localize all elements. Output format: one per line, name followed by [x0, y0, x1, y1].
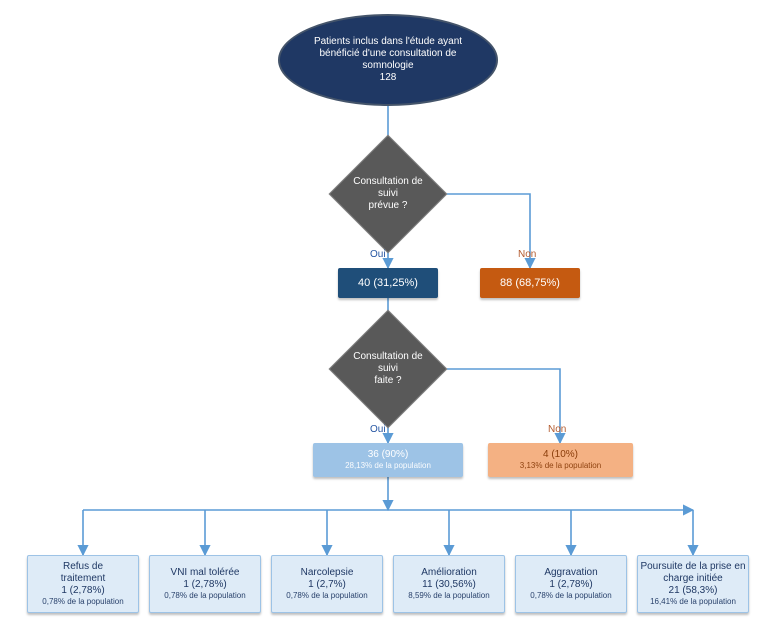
root-count: 128 — [380, 72, 397, 84]
q1-yes-label: Oui — [370, 249, 386, 260]
outcome-box: Poursuite de la prise encharge initiée21… — [637, 555, 749, 613]
r1-yes-value: 40 (31,25%) — [358, 277, 418, 289]
outcome-value: 21 (58,3%) — [669, 585, 718, 597]
r2-yes-main: 36 (90%) — [368, 449, 409, 461]
flowchart-canvas: { "colors":{ "root_fill":"#1f3864","root… — [0, 0, 776, 644]
outcome-title: Narcolepsie — [301, 567, 354, 579]
outcome-title: Amélioration — [421, 567, 477, 579]
outcome-value: 1 (2,78%) — [61, 585, 104, 597]
r1-no-box: 88 (68,75%) — [480, 268, 580, 298]
root-line2: bénéficié d'une consultation de — [319, 48, 456, 60]
q2-no-label: Non — [548, 424, 566, 435]
outcome-pct: 0,78% de la population — [530, 591, 611, 601]
outcome-box: Aggravation1 (2,78%)0,78% de la populati… — [515, 555, 627, 613]
r2-no-main: 4 (10%) — [543, 449, 578, 461]
root-node: Patients inclus dans l'étude ayant bénéf… — [278, 14, 498, 106]
r2-no-box: 4 (10%) 3,13% de la population — [488, 443, 633, 477]
r2-yes-box: 36 (90%) 28,13% de la population — [313, 443, 463, 477]
r2-yes-sub: 28,13% de la population — [345, 461, 431, 471]
outcome-value: 1 (2,78%) — [183, 579, 226, 591]
outcome-value: 1 (2,78%) — [549, 579, 592, 591]
outcome-title2: charge initiée — [663, 573, 722, 585]
r1-no-value: 88 (68,75%) — [500, 277, 560, 289]
r1-yes-box: 40 (31,25%) — [338, 268, 438, 298]
outcome-pct: 8,59% de la population — [408, 591, 489, 601]
outcome-value: 1 (2,7%) — [308, 579, 346, 591]
q1-line1: Consultation de suivi — [347, 176, 429, 200]
outcome-pct: 0,78% de la population — [286, 591, 367, 601]
q1-line2: prévue ? — [369, 200, 408, 212]
outcome-value: 11 (30,56%) — [422, 579, 476, 591]
outcome-box: Amélioration11 (30,56%)8,59% de la popul… — [393, 555, 505, 613]
outcome-title: Refus de — [63, 561, 103, 573]
root-line1: Patients inclus dans l'étude ayant — [314, 36, 462, 48]
r2-no-sub: 3,13% de la population — [520, 461, 601, 471]
outcome-box: Narcolepsie1 (2,7%)0,78% de la populatio… — [271, 555, 383, 613]
q2-line1: Consultation de suivi — [347, 351, 429, 375]
outcome-box: VNI mal tolérée1 (2,78%)0,78% de la popu… — [149, 555, 261, 613]
q2-yes-label: Oui — [370, 424, 386, 435]
outcome-pct: 0,78% de la population — [42, 597, 123, 607]
outcome-pct: 0,78% de la population — [164, 591, 245, 601]
outcome-title2: traitement — [61, 573, 105, 585]
q2-line2: faite ? — [374, 375, 401, 387]
outcome-pct: 16,41% de la population — [650, 597, 736, 607]
outcome-box: Refus detraitement1 (2,78%)0,78% de la p… — [27, 555, 139, 613]
q2-diamond: Consultation de suivi faite ? — [329, 310, 448, 429]
root-line3: somnologie — [362, 60, 413, 72]
outcome-title: VNI mal tolérée — [171, 567, 240, 579]
q1-no-label: Non — [518, 249, 536, 260]
outcome-title: Aggravation — [544, 567, 597, 579]
outcome-title: Poursuite de la prise en — [640, 561, 745, 573]
q1-diamond: Consultation de suivi prévue ? — [329, 135, 448, 254]
